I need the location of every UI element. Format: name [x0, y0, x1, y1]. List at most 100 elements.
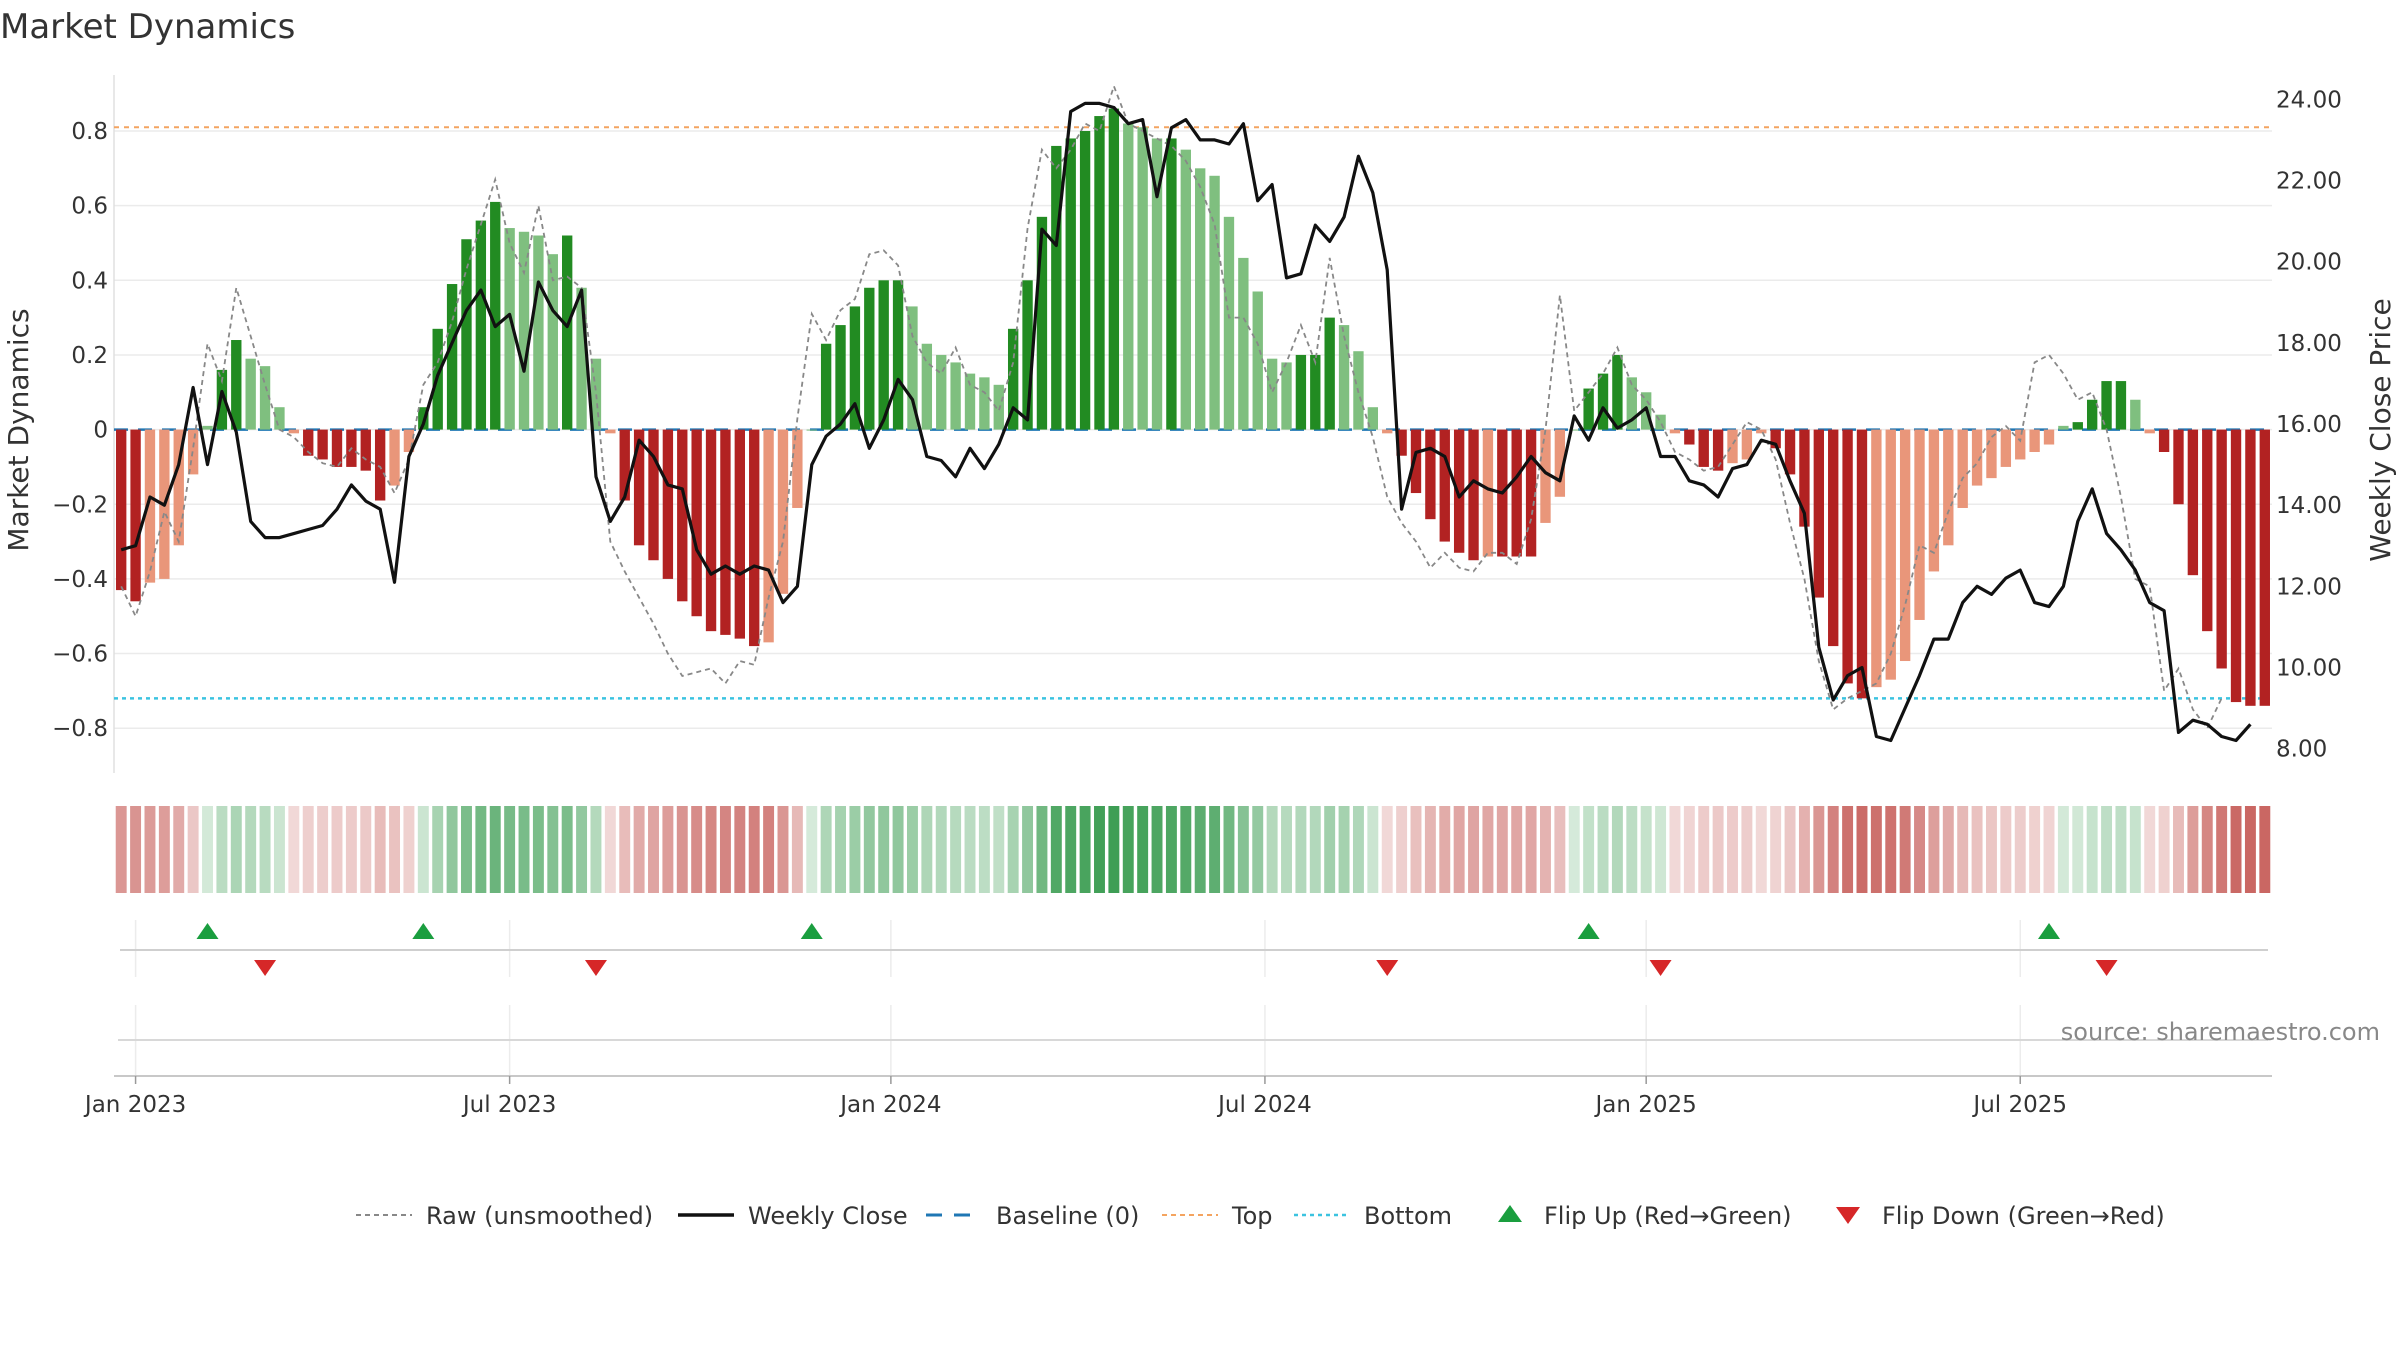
strength-cell: [1985, 806, 1997, 893]
strength-cell: [993, 806, 1005, 893]
momentum-bar: [605, 429, 616, 434]
y-axis-left: −0.8 −0.6 −0.4 −0.2 0 0.2 0.4 0.6 0.8: [52, 119, 108, 742]
strength-cell: [935, 806, 947, 893]
legend-item: Bottom: [1294, 1202, 1452, 1230]
strength-cell: [2230, 806, 2242, 893]
series-lines: [120, 83, 2252, 743]
flip-up-marker: [800, 923, 823, 939]
legend-item: Top: [1162, 1202, 1273, 1230]
strength-cell: [1137, 806, 1149, 893]
strength-cell: [1597, 806, 1609, 893]
strength-cell: [1022, 806, 1034, 893]
strength-cell: [906, 806, 918, 893]
strength-cell: [1870, 806, 1882, 893]
strength-cell: [662, 806, 674, 893]
momentum-bar: [2144, 429, 2155, 434]
momentum-bar: [2000, 429, 2012, 467]
momentum-bar: [1151, 138, 1163, 430]
strength-cell: [1798, 806, 1810, 893]
momentum-bar: [1727, 429, 1738, 464]
momentum-bar: [993, 384, 1004, 430]
strength-cell: [1683, 806, 1695, 893]
momentum-bar: [2115, 381, 2127, 430]
flip-up-marker: [1577, 923, 1600, 939]
y-tick-label: 0.4: [71, 268, 108, 294]
strength-cell: [1827, 806, 1839, 893]
momentum-bar: [1784, 429, 1796, 475]
flip-up-marker: [196, 923, 219, 939]
strength-cell: [1496, 806, 1508, 893]
momentum-bar: [2086, 399, 2098, 430]
strength-cell: [1338, 806, 1350, 893]
momentum-bar: [374, 429, 386, 501]
momentum-bar: [1137, 127, 1148, 430]
strength-cell: [2000, 806, 2012, 893]
strength-cell: [719, 806, 731, 893]
strength-cell: [1180, 806, 1192, 893]
x-tick-label: Jan 2023: [83, 1092, 186, 1118]
strength-cell: [115, 806, 127, 893]
legend-item: Flip Down (Green→Red): [1836, 1202, 2165, 1230]
legend-label: Top: [1231, 1202, 1273, 1230]
y2-tick-label: 20.00: [2276, 250, 2342, 276]
strength-cell: [561, 806, 573, 893]
strength-cell: [806, 806, 818, 893]
momentum-bar: [1756, 429, 1767, 434]
strength-cell: [705, 806, 717, 893]
y2-tick-label: 18.00: [2276, 331, 2342, 357]
strength-cell: [1626, 806, 1638, 893]
strength-cell: [590, 806, 602, 893]
momentum-bar: [1281, 362, 1292, 430]
strength-cell: [1453, 806, 1465, 893]
flip-up-marker: [412, 923, 435, 939]
momentum-bar: [892, 280, 904, 430]
strength-cell: [374, 806, 386, 893]
y-tick-label: −0.8: [52, 716, 108, 742]
legend-swatch: [1836, 1207, 1860, 1224]
strength-cell: [432, 806, 444, 893]
y-tick-label: −0.6: [52, 642, 108, 668]
momentum-bar: [245, 358, 256, 430]
strength-cell: [173, 806, 185, 893]
strength-cell: [489, 806, 501, 893]
momentum-bar: [1712, 429, 1724, 471]
momentum-bar: [2015, 429, 2026, 460]
y-tick-label: 0.2: [71, 343, 108, 369]
strength-cell: [1957, 806, 1969, 893]
strength-cell: [273, 806, 285, 893]
x-tick-label: Jan 2024: [838, 1092, 941, 1118]
strength-cell: [1698, 806, 1710, 893]
strength-cell: [763, 806, 775, 893]
flip-down-marker: [254, 960, 277, 976]
strength-cell: [144, 806, 156, 893]
momentum-bar: [1655, 414, 1666, 430]
strength-cell: [2057, 806, 2069, 893]
momentum-bar: [1166, 138, 1177, 430]
strength-cell: [791, 806, 803, 893]
momentum-bar: [979, 377, 990, 430]
strength-cell: [345, 806, 357, 893]
x-tick-label: Jul 2025: [1971, 1092, 2067, 1118]
momentum-bar: [1899, 429, 1911, 662]
strength-cell: [130, 806, 142, 893]
strength-cell: [892, 806, 904, 893]
momentum-bar: [619, 429, 630, 501]
strength-cell: [2259, 806, 2271, 893]
momentum-bar: [1223, 216, 1235, 430]
strength-cell: [1813, 806, 1825, 893]
momentum-bar: [1799, 429, 1810, 527]
strength-cell: [1367, 806, 1379, 893]
strength-cell: [1971, 806, 1983, 893]
strength-cell: [1108, 806, 1120, 893]
momentum-bar: [907, 306, 918, 430]
momentum-bar: [806, 429, 817, 431]
strength-cell: [245, 806, 257, 893]
momentum-bar: [763, 429, 774, 643]
momentum-bar: [2202, 429, 2213, 632]
momentum-bar: [1856, 429, 1868, 699]
momentum-bar: [1195, 168, 1206, 430]
strength-cell: [1770, 806, 1782, 893]
momentum-bar: [936, 354, 947, 430]
strength-cell: [302, 806, 314, 893]
y2-tick-label: 8.00: [2276, 737, 2327, 763]
